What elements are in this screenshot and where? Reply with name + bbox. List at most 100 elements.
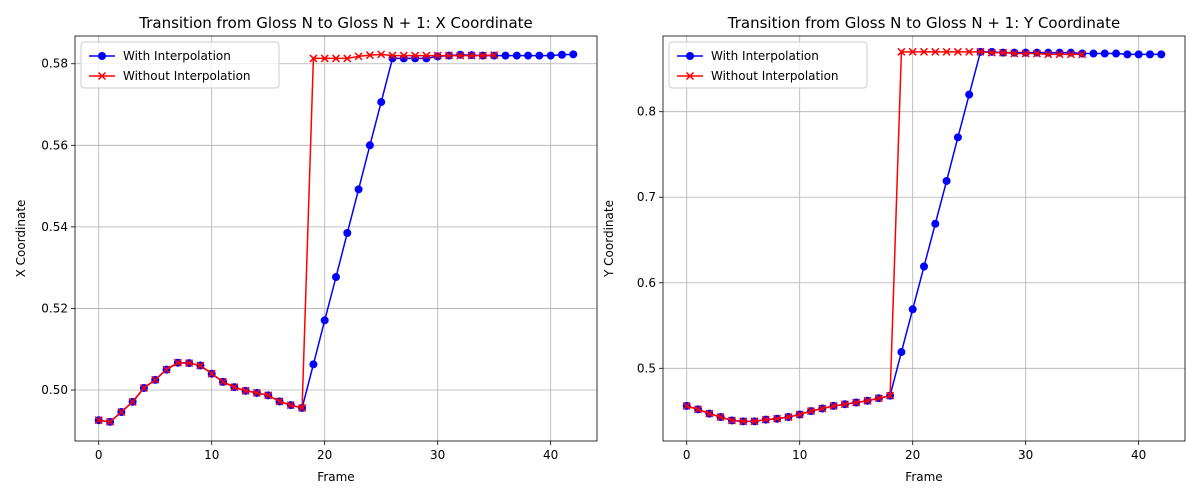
data-point xyxy=(332,273,340,282)
x-tick-label: 0 xyxy=(95,448,103,462)
y-tick-label: 0.50 xyxy=(41,383,68,397)
data-point xyxy=(942,47,951,56)
axes-frame xyxy=(662,35,1186,442)
data-point xyxy=(761,415,770,424)
data-point xyxy=(1100,49,1109,58)
data-point xyxy=(422,51,431,60)
data-point xyxy=(377,98,386,107)
data-point xyxy=(705,409,714,418)
x-tick-label: 10 xyxy=(792,448,807,462)
data-point xyxy=(365,51,374,60)
data-point xyxy=(264,391,273,400)
data-point xyxy=(354,52,363,61)
legend-box xyxy=(668,41,868,89)
series-line xyxy=(686,51,1162,423)
data-point xyxy=(1157,50,1166,59)
data-point xyxy=(557,50,566,59)
data-point xyxy=(863,396,872,405)
x-tick-label: 0 xyxy=(683,448,691,462)
y-tick-label: 0.6 xyxy=(637,276,656,290)
data-point xyxy=(999,48,1008,57)
series-line xyxy=(686,51,1083,423)
x-tick-label: 20 xyxy=(317,448,332,462)
data-point xyxy=(309,360,318,369)
data-point xyxy=(682,401,691,410)
x-tick-label: 30 xyxy=(1018,448,1033,462)
data-point xyxy=(1044,50,1053,59)
data-point xyxy=(275,397,284,406)
x-axis-label: Frame xyxy=(317,470,354,484)
chart-y-coordinate: Transition from Gloss N to Gloss N + 1: … xyxy=(602,14,1186,484)
data-point xyxy=(501,51,510,60)
data-point xyxy=(320,316,329,325)
axes-frame xyxy=(74,35,598,442)
data-point xyxy=(365,141,374,150)
data-point xyxy=(185,359,194,368)
data-point xyxy=(343,54,352,63)
data-point xyxy=(806,407,816,416)
series-without-interpolation xyxy=(94,50,499,426)
data-point xyxy=(388,51,397,60)
data-point xyxy=(727,416,736,425)
data-point xyxy=(1134,50,1143,59)
data-point xyxy=(241,386,250,395)
data-point xyxy=(309,54,318,63)
data-point xyxy=(693,405,703,414)
data-point xyxy=(399,51,408,60)
data-point xyxy=(422,54,431,63)
legend-label: Without Interpolation xyxy=(711,69,839,83)
y-tick-label: 0.8 xyxy=(637,105,656,119)
data-point xyxy=(1044,48,1053,57)
data-point xyxy=(252,388,261,397)
data-point xyxy=(218,377,228,386)
data-point xyxy=(490,51,499,60)
series-line xyxy=(98,53,495,423)
data-point xyxy=(976,47,985,56)
data-point xyxy=(818,404,827,413)
data-point xyxy=(535,51,544,60)
data-point xyxy=(128,397,137,406)
x-tick-label: 20 xyxy=(905,448,920,462)
data-point xyxy=(1055,50,1064,59)
data-point xyxy=(196,361,205,370)
data-point xyxy=(795,410,804,419)
data-point xyxy=(1123,50,1132,59)
data-point xyxy=(773,414,782,423)
legend-box xyxy=(80,41,280,89)
data-point xyxy=(354,185,363,194)
y-tick-label: 0.5 xyxy=(637,361,656,375)
x-tick-label: 40 xyxy=(543,448,558,462)
data-point xyxy=(1010,49,1019,58)
data-point xyxy=(399,54,408,63)
chart-x-coordinate: Transition from Gloss N to Gloss N + 1: … xyxy=(14,14,598,484)
data-point xyxy=(320,54,329,63)
data-point xyxy=(897,348,906,357)
data-point xyxy=(94,416,103,425)
y-tick-label: 0.54 xyxy=(41,220,68,234)
data-point xyxy=(784,413,793,422)
data-point xyxy=(1055,48,1064,57)
y-tick-label: 0.58 xyxy=(41,57,68,71)
legend: With Interpolation Without Interpolation xyxy=(668,41,868,89)
x-tick-label: 10 xyxy=(204,448,219,462)
data-point xyxy=(931,47,940,56)
y-tick-label: 0.7 xyxy=(637,190,656,204)
legend-marker xyxy=(98,52,106,60)
data-point xyxy=(117,408,126,417)
legend-marker xyxy=(686,52,694,60)
legend-marker xyxy=(685,71,695,81)
legend-label: With Interpolation xyxy=(711,49,819,63)
data-point xyxy=(750,417,759,426)
data-point xyxy=(1066,50,1075,59)
data-point xyxy=(411,54,420,63)
data-point xyxy=(331,54,341,63)
data-point xyxy=(908,47,917,56)
data-point xyxy=(987,48,996,57)
legend: With Interpolation Without Interpolation xyxy=(80,41,280,89)
y-axis-label: X Coordinate xyxy=(14,200,28,278)
data-point xyxy=(546,51,555,60)
data-point xyxy=(467,51,476,60)
data-point xyxy=(377,50,386,59)
x-tick-label: 30 xyxy=(430,448,445,462)
